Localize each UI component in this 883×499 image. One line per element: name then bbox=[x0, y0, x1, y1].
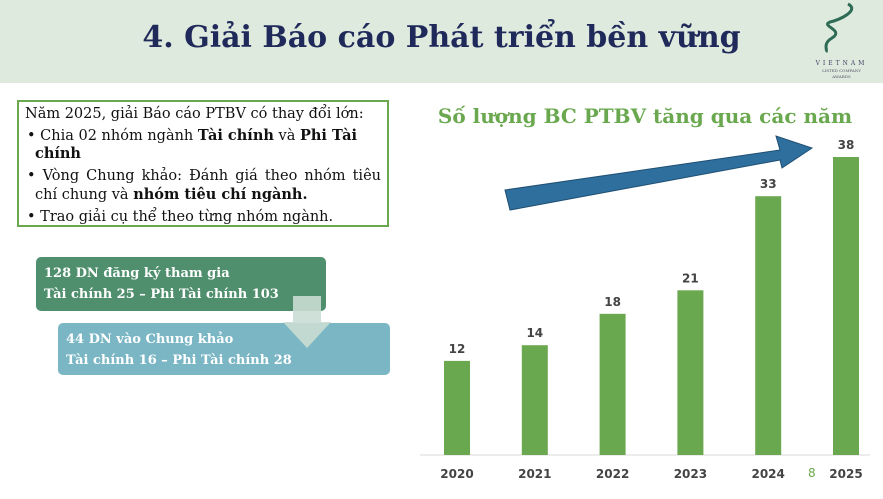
x-tick-label: 2022 bbox=[596, 467, 629, 481]
flow-step-final: 44 DN vào Chung khảo Tài chính 16 – Phi T… bbox=[58, 323, 390, 375]
header-band bbox=[0, 0, 883, 83]
bullet-2: • Vòng Chung khảo: Đánh giá theo nhóm ti… bbox=[27, 168, 381, 203]
x-tick-label: 2020 bbox=[440, 467, 473, 481]
vietnam-listed-company-awards-logo: VIETNAM LISTED COMPANY AWARDS bbox=[800, 0, 883, 85]
bar-2023 bbox=[677, 290, 704, 455]
page-title: 4. Giải Báo cáo Phát triển bền vững bbox=[142, 20, 741, 55]
info-box: Năm 2025, giải Báo cáo PTBV có thay đổi … bbox=[17, 100, 389, 227]
bar-2021 bbox=[521, 345, 548, 455]
info-intro: Năm 2025, giải Báo cáo PTBV có thay đổi … bbox=[25, 106, 364, 122]
page-number: 8 bbox=[808, 466, 816, 480]
trend-arrow-icon bbox=[504, 135, 814, 211]
x-tick-label: 2024 bbox=[751, 467, 784, 481]
bar-2025 bbox=[833, 157, 859, 455]
bar-2022 bbox=[599, 313, 626, 455]
data-label: 18 bbox=[604, 295, 621, 309]
logo-swirl-icon bbox=[824, 2, 854, 54]
flow-step-registered: 128 DN đăng ký tham gia Tài chính 25 – Ph… bbox=[36, 257, 326, 311]
x-tick-label: 2021 bbox=[518, 467, 551, 481]
data-label: 21 bbox=[682, 271, 699, 285]
x-tick-label: 2025 bbox=[829, 467, 862, 481]
data-label: 33 bbox=[760, 177, 777, 191]
bullet-1: • Chia 02 nhóm ngành Tài chính và Phi Tà… bbox=[27, 127, 357, 163]
bar-2020 bbox=[444, 360, 470, 455]
bar-2024 bbox=[755, 196, 782, 456]
data-label: 38 bbox=[838, 138, 855, 152]
data-label: 14 bbox=[526, 326, 543, 340]
data-label: 12 bbox=[449, 342, 466, 356]
down-arrow-icon bbox=[283, 296, 331, 348]
chart-title: Số lượng BC PTBV tăng qua các năm bbox=[437, 104, 853, 128]
bullet-3: • Trao giải cụ thể theo từng nhóm ngành. bbox=[27, 208, 334, 225]
x-tick-label: 2023 bbox=[674, 467, 707, 481]
